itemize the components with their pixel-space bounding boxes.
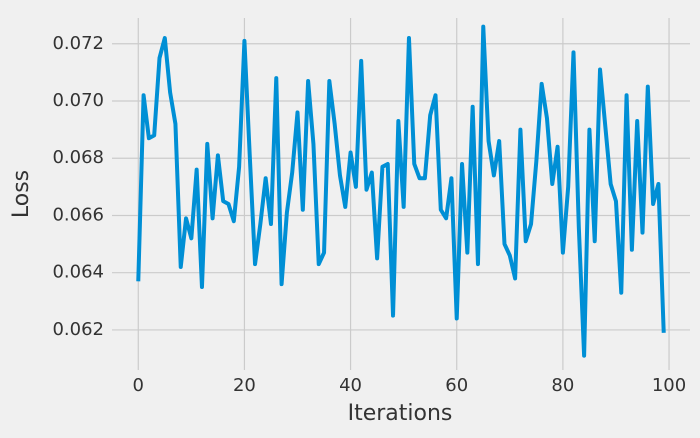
x-tick-label: 100 <box>652 375 686 396</box>
x-tick-label: 60 <box>445 375 468 396</box>
x-tick-label: 80 <box>551 375 574 396</box>
x-tick-label: 20 <box>233 375 256 396</box>
y-tick-label: 0.062 <box>52 319 104 340</box>
y-tick-label: 0.066 <box>52 204 104 225</box>
x-tick-label: 40 <box>339 375 362 396</box>
line <box>136 24 666 358</box>
y-tick-label: 0.072 <box>52 33 104 54</box>
y-axis-label: Loss <box>9 170 34 218</box>
y-tick-label: 0.064 <box>52 262 104 283</box>
y-tick-label: 0.068 <box>52 147 104 168</box>
x-axis-label: Iterations <box>348 401 453 426</box>
x-tick-label: 0 <box>133 375 144 396</box>
y-tick-label: 0.070 <box>52 90 104 111</box>
